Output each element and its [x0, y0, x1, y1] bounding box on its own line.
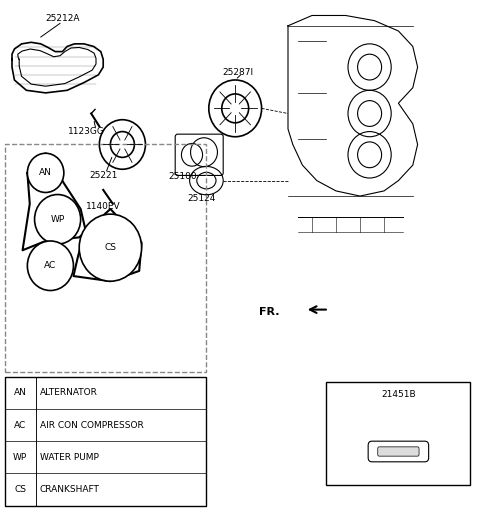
Text: CRANKSHAFT: CRANKSHAFT [40, 485, 100, 494]
Bar [5, 144, 206, 372]
Bar [326, 382, 470, 485]
Text: CS: CS [14, 485, 26, 494]
Text: 1140EV: 1140EV [86, 202, 120, 211]
Text: WP: WP [50, 215, 65, 224]
Text: AC: AC [44, 261, 57, 270]
Text: WATER PUMP: WATER PUMP [40, 453, 99, 462]
Text: 25212A: 25212A [45, 13, 80, 23]
Circle shape [27, 241, 73, 291]
Text: 25124: 25124 [187, 194, 216, 203]
Text: 25100: 25100 [168, 172, 197, 181]
Text: AN: AN [14, 389, 26, 397]
Text: AC: AC [14, 421, 26, 429]
Text: 25221: 25221 [89, 171, 118, 180]
Circle shape [35, 195, 81, 244]
Text: FR.: FR. [259, 307, 280, 317]
Text: AIR CON COMPRESSOR: AIR CON COMPRESSOR [40, 421, 144, 429]
Text: 1123GG: 1123GG [68, 127, 105, 136]
FancyBboxPatch shape [378, 447, 419, 456]
Text: AN: AN [39, 168, 52, 178]
Text: 21451B: 21451B [381, 390, 416, 399]
Circle shape [79, 214, 142, 281]
Bar [5, 377, 206, 506]
Circle shape [27, 153, 64, 192]
Text: ALTERNATOR: ALTERNATOR [40, 389, 98, 397]
Text: WP: WP [13, 453, 27, 462]
Text: 25287I: 25287I [222, 68, 253, 77]
Text: CS: CS [105, 243, 117, 252]
